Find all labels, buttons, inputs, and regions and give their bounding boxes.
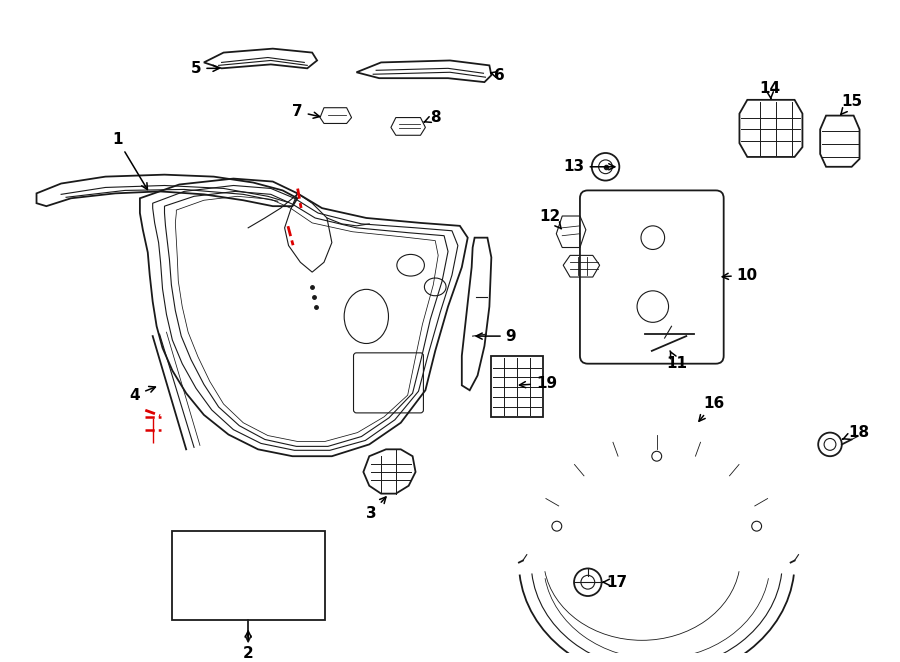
Text: 3: 3 <box>366 497 386 521</box>
Text: 13: 13 <box>563 160 615 174</box>
Text: 1: 1 <box>112 132 148 189</box>
Text: 15: 15 <box>841 94 862 115</box>
Text: 4: 4 <box>130 387 156 402</box>
Text: 16: 16 <box>699 396 725 421</box>
Text: 11: 11 <box>666 351 687 371</box>
FancyBboxPatch shape <box>580 191 724 363</box>
Text: 19: 19 <box>519 376 557 391</box>
Text: 8: 8 <box>424 110 440 125</box>
Text: 7: 7 <box>292 104 320 119</box>
Text: 6: 6 <box>491 68 505 83</box>
Text: 17: 17 <box>603 575 628 590</box>
Text: 14: 14 <box>760 81 780 99</box>
Text: 5: 5 <box>191 61 219 76</box>
Text: 10: 10 <box>723 267 758 283</box>
Text: 2: 2 <box>243 631 254 661</box>
Text: 12: 12 <box>540 209 562 229</box>
Text: 18: 18 <box>842 425 869 440</box>
Text: 9: 9 <box>476 328 517 344</box>
